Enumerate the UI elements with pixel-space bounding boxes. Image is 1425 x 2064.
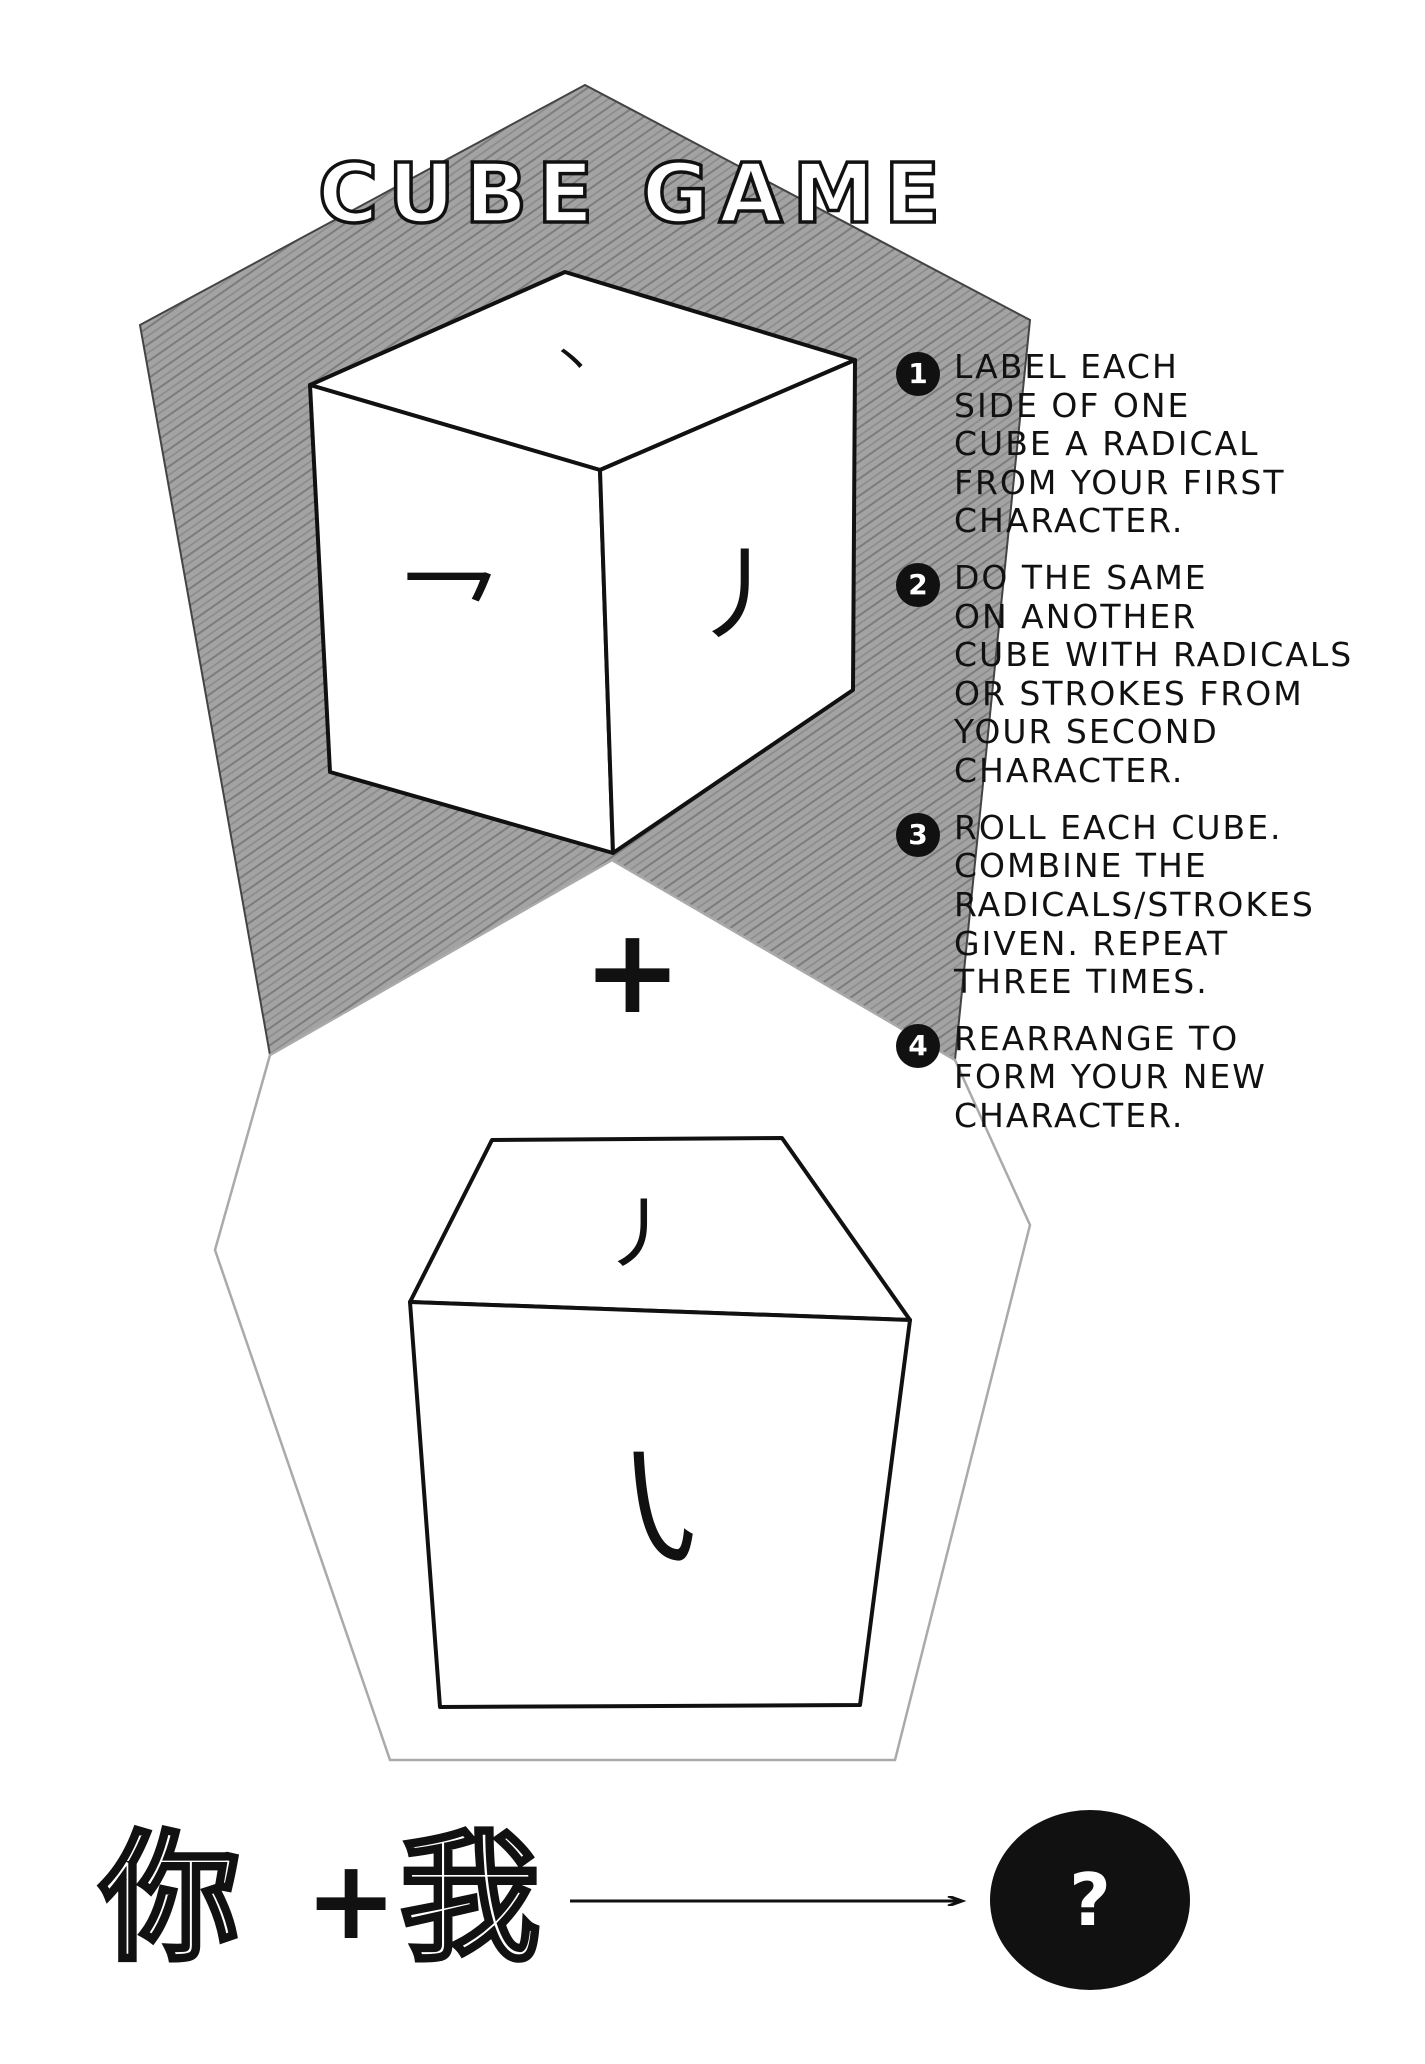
step-3: 3 Roll each cube. Combine the radicals/s… (892, 807, 1412, 1002)
step-1: 1 Label each side of one cube a radical … (892, 347, 1412, 541)
top-cube-right-mark: 丿 (690, 537, 790, 654)
equation-plus: + (305, 1836, 398, 1964)
step-4-number: 4 (896, 1023, 940, 1068)
bottom-cube (408, 1136, 912, 1709)
mystery-result-circle: ? (990, 1810, 1190, 1990)
plus-sign: + (583, 902, 682, 1040)
character-equation: 你 + 我 ? (98, 1810, 1190, 1990)
top-cube-right-face (598, 358, 857, 855)
second-character: 我 (398, 1816, 542, 1983)
bottom-cube-front-mark: ㇂ (592, 1434, 722, 1586)
step-1-number: 1 (896, 352, 940, 396)
top-cube-left-mark: 乛 (398, 557, 498, 674)
top-cube-top-mark: 丶 (548, 334, 596, 390)
arrow-icon (570, 1896, 967, 1906)
step-2-number: 2 (896, 563, 940, 608)
bottom-cube-top-face-mark: ㇓ (600, 1188, 680, 1281)
first-character: 你 (98, 1816, 242, 1983)
top-cube (308, 270, 857, 855)
lower-hexagon-outline (213, 858, 1032, 1762)
instructions-list: 1 Label each side of one cube a radical … (892, 347, 1412, 1154)
step-3-number: 3 (896, 812, 940, 857)
step-4-text: Rearrange to form your new character. (954, 1018, 1267, 1135)
step-1-text: Label each side of one cube a radical fr… (954, 347, 1286, 541)
step-2-text: Do the same on another cube with radical… (954, 558, 1354, 791)
bottom-cube-front-face (408, 1300, 912, 1709)
step-3-text: Roll each cube. Combine the radicals/str… (954, 807, 1315, 1002)
title: CUBE GAME (318, 147, 950, 242)
step-2: 2 Do the same on another cube with radic… (892, 558, 1412, 791)
step-4: 4 Rearrange to form your new character. (892, 1018, 1412, 1136)
